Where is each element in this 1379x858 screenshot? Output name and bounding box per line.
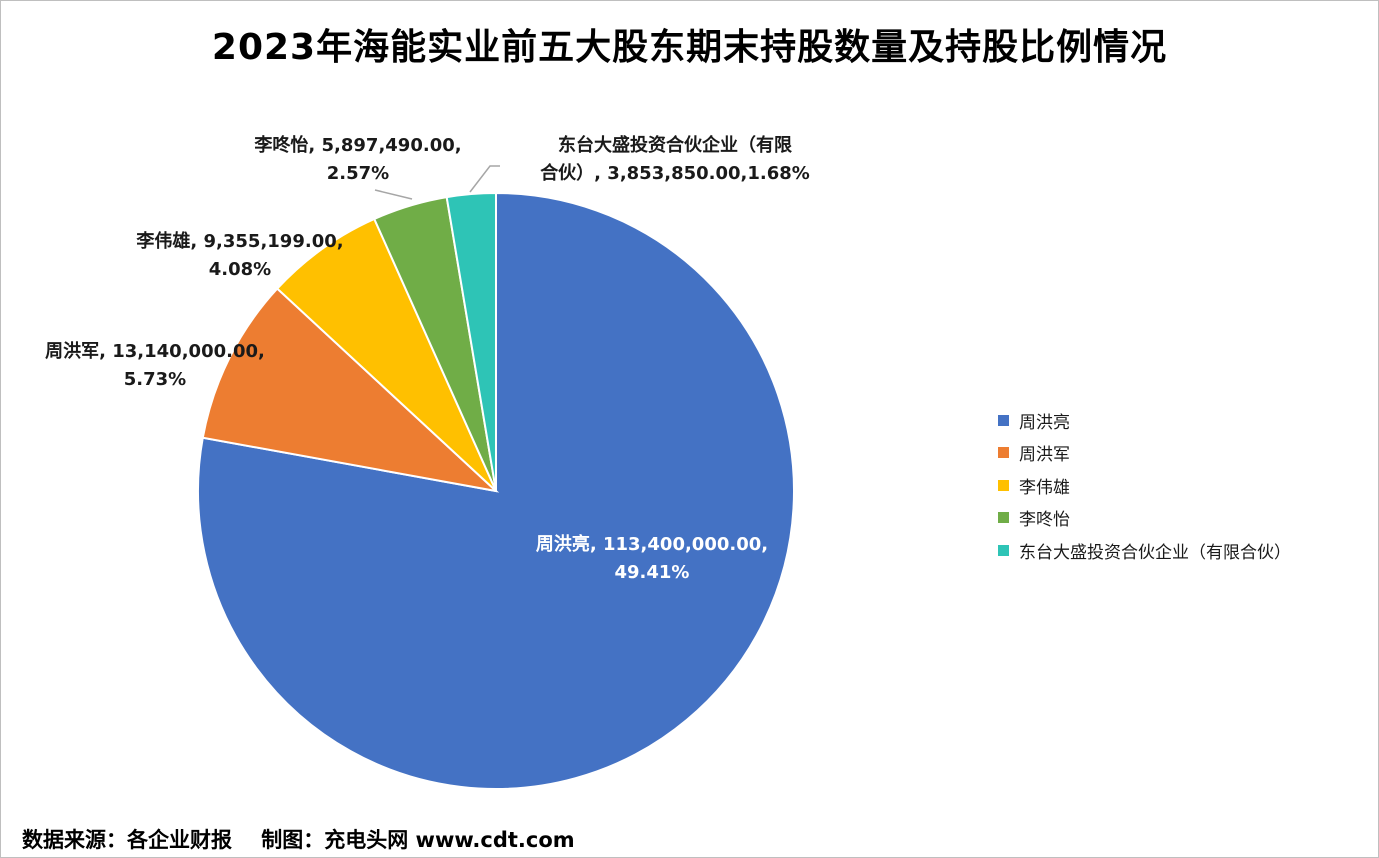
legend-label: 周洪军 xyxy=(1019,445,1070,466)
data-label-4: 李咚怡, 5,897,490.00, 2.57% xyxy=(253,134,461,184)
legend-item-5: 东台大盛投资合伙企业（有限合伙） xyxy=(998,534,1291,567)
legend-label: 周洪亮 xyxy=(1019,412,1070,433)
legend-swatch xyxy=(998,479,1009,491)
legend-item-1: 周洪亮 xyxy=(998,404,1291,437)
pie-slice-5 xyxy=(445,191,497,492)
data-label-1: 周洪亮, 113,400,000.00, 49.41% xyxy=(536,533,768,583)
leader-line-4 xyxy=(374,189,413,200)
legend-swatch xyxy=(998,447,1009,459)
legend-label: 李伟雄 xyxy=(1019,477,1070,498)
legend-item-4: 李咚怡 xyxy=(998,502,1291,535)
data-label-2: 周洪军, 13,140,000.00, 5.73% xyxy=(45,340,265,390)
chart-title: 2023年海能实业前五大股东期末持股数量及持股比例情况 xyxy=(211,27,1168,68)
source-footer: 数据来源：各企业财报 制图：充电头网 www.cdt.com xyxy=(22,828,575,852)
data-label-3: 李伟雄, 9,355,199.00, 4.08% xyxy=(135,230,343,280)
leader-line-5 xyxy=(469,165,500,193)
pie-slice-2 xyxy=(201,287,500,493)
legend-label: 东台大盛投资合伙企业（有限合伙） xyxy=(1019,542,1291,563)
pie-slice-3 xyxy=(275,217,497,492)
legend-swatch xyxy=(998,544,1009,556)
legend-item-3: 李伟雄 xyxy=(998,469,1291,502)
legend-item-2: 周洪军 xyxy=(998,437,1291,470)
data-label-5: 东台大盛投资合伙企业（有限合伙）, 3,853,850.00,1.68% xyxy=(540,134,810,184)
legend-label: 李咚怡 xyxy=(1019,510,1070,531)
legend-swatch xyxy=(998,414,1009,426)
chart-legend: 周洪亮周洪军李伟雄李咚怡东台大盛投资合伙企业（有限合伙） xyxy=(998,404,1291,567)
legend-swatch xyxy=(998,512,1009,524)
